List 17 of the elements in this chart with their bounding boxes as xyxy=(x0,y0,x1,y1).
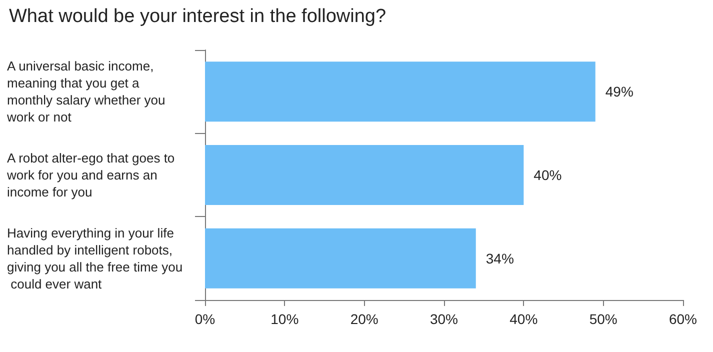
x-tick-label: 50% xyxy=(589,311,618,327)
data-label: 40% xyxy=(534,167,562,183)
y-tick-label: A universal basic income, meaning that you get a monthly salary whether you work or not xyxy=(6,58,169,125)
x-tick-label: 60% xyxy=(668,311,698,327)
data-label: 49% xyxy=(605,84,634,100)
chart-title: What would be your interest in the following? xyxy=(9,6,386,27)
x-tick-label: 20% xyxy=(350,311,378,327)
y-tick-label: Having everything in your life handled by intelligent robots, giving you all the free time you could ever want xyxy=(7,225,183,292)
x-tick-label: 40% xyxy=(510,311,538,327)
bar xyxy=(205,228,476,288)
x-tick-label: 30% xyxy=(430,311,458,327)
y-tick-label: A robot alter-ego that goes to work for you and earns an income for you xyxy=(6,150,178,200)
x-tick-label: 10% xyxy=(270,311,299,327)
x-tick-label: 0% xyxy=(194,311,216,327)
bar xyxy=(205,62,596,122)
bar xyxy=(205,145,524,205)
data-label: 34% xyxy=(486,250,514,266)
